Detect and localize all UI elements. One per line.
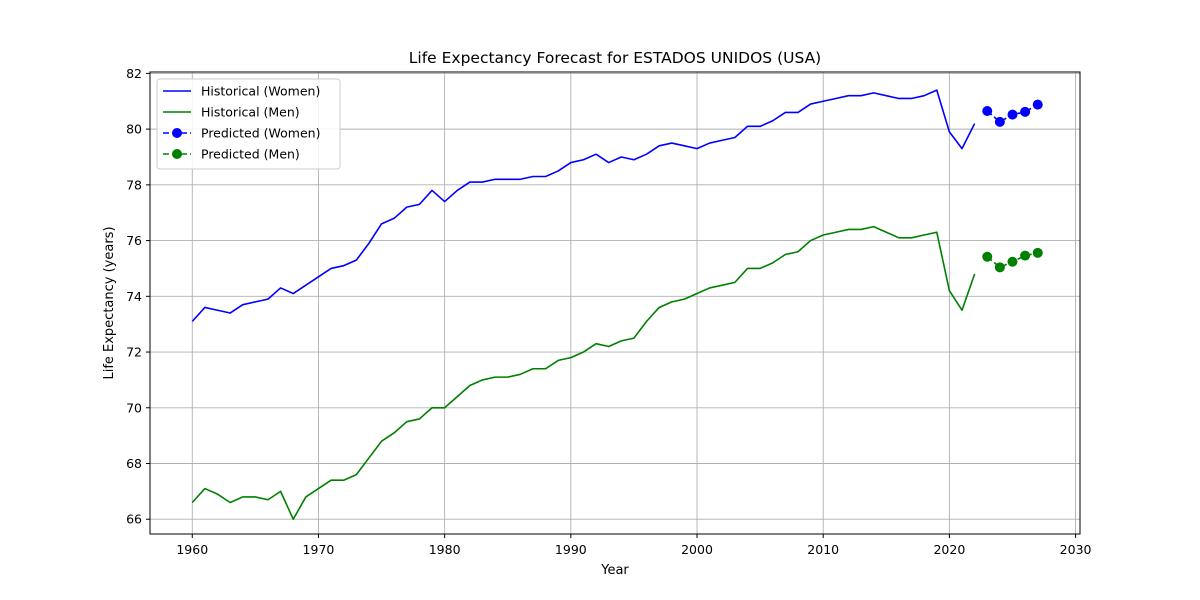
y-tick-label: 80 bbox=[126, 122, 142, 137]
legend-box bbox=[156, 78, 341, 170]
axes-frame bbox=[149, 71, 1081, 535]
data-point-predicted-men bbox=[1020, 250, 1031, 261]
x-axis-label: Year bbox=[600, 563, 629, 578]
legend-label: Historical (Men) bbox=[201, 105, 300, 120]
legend-label: Predicted (Women) bbox=[201, 126, 320, 141]
legend-label: Predicted (Men) bbox=[201, 147, 300, 162]
series-line-historical-men bbox=[191, 225, 976, 521]
y-tick-label: 72 bbox=[126, 345, 142, 360]
y-tick-label: 78 bbox=[126, 177, 142, 192]
x-tick-label: 2020 bbox=[933, 542, 965, 557]
y-tick-label: 82 bbox=[126, 66, 142, 81]
legend: Historical (Women) Historical (Men) Predic… bbox=[156, 78, 341, 170]
plot-series bbox=[191, 89, 1043, 521]
chart-title: Life Expectancy Forecast for ESTADOS UNI… bbox=[409, 49, 821, 67]
data-point-predicted-women bbox=[982, 106, 993, 117]
x-tick-label: 2000 bbox=[681, 542, 713, 557]
data-point-predicted-men bbox=[982, 251, 993, 262]
data-point-predicted-men bbox=[1032, 247, 1043, 258]
x-tick-label: 1960 bbox=[176, 542, 208, 557]
y-tick-label: 76 bbox=[126, 233, 142, 248]
y-tick-label: 74 bbox=[126, 289, 142, 304]
data-point-predicted-women bbox=[1020, 106, 1031, 117]
data-point-predicted-women bbox=[1032, 99, 1043, 110]
data-point-predicted-men bbox=[1007, 256, 1018, 267]
data-point-predicted-women bbox=[1007, 109, 1018, 120]
x-tick-label: 2030 bbox=[1060, 542, 1092, 557]
series-line-historical-women bbox=[191, 89, 976, 322]
legend-label: Historical (Women) bbox=[201, 84, 320, 99]
legend-marker bbox=[172, 149, 182, 159]
data-point-predicted-men bbox=[994, 262, 1005, 273]
x-tick-label: 2010 bbox=[807, 542, 839, 557]
legend-marker bbox=[172, 128, 182, 138]
y-axis-ticks: 66 68 70 72 74 76 78 80 82 bbox=[126, 66, 150, 527]
x-tick-label: 1990 bbox=[555, 542, 587, 557]
data-point-predicted-women bbox=[994, 116, 1005, 127]
x-tick-label: 1970 bbox=[303, 542, 335, 557]
y-tick-label: 70 bbox=[126, 400, 142, 415]
y-tick-label: 66 bbox=[126, 512, 142, 527]
x-axis-ticks: 1960 1970 1980 1990 2000 2010 2020 2030 bbox=[176, 534, 1092, 557]
x-tick-label: 1980 bbox=[429, 542, 461, 557]
y-tick-label: 68 bbox=[126, 456, 142, 471]
grid-lines bbox=[150, 72, 1080, 534]
y-axis-label: Life Expectancy (years) bbox=[102, 226, 117, 379]
